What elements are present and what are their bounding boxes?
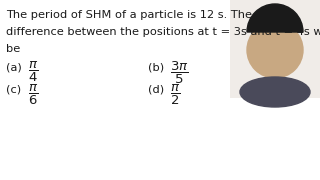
Text: The period of SHM of a particle is 12 s. The phase: The period of SHM of a particle is 12 s.… [6,10,290,20]
Text: $\dfrac{\pi}{4}$: $\dfrac{\pi}{4}$ [28,60,38,84]
Bar [230,0,320,98]
Text: (c): (c) [6,85,21,95]
Wedge shape [247,4,303,32]
Text: be: be [6,44,20,54]
Text: $\dfrac{3\pi}{5}$: $\dfrac{3\pi}{5}$ [170,60,188,86]
Text: difference between the positions at t = 3s and t = 4s will: difference between the positions at t = … [6,27,320,37]
Text: (d): (d) [148,85,164,95]
Text: (b): (b) [148,62,164,72]
Text: (a): (a) [6,62,22,72]
Circle shape [247,22,303,78]
Text: $\dfrac{\pi}{6}$: $\dfrac{\pi}{6}$ [28,83,38,107]
Text: $\dfrac{\pi}{2}$: $\dfrac{\pi}{2}$ [170,83,180,107]
Ellipse shape [240,77,310,107]
